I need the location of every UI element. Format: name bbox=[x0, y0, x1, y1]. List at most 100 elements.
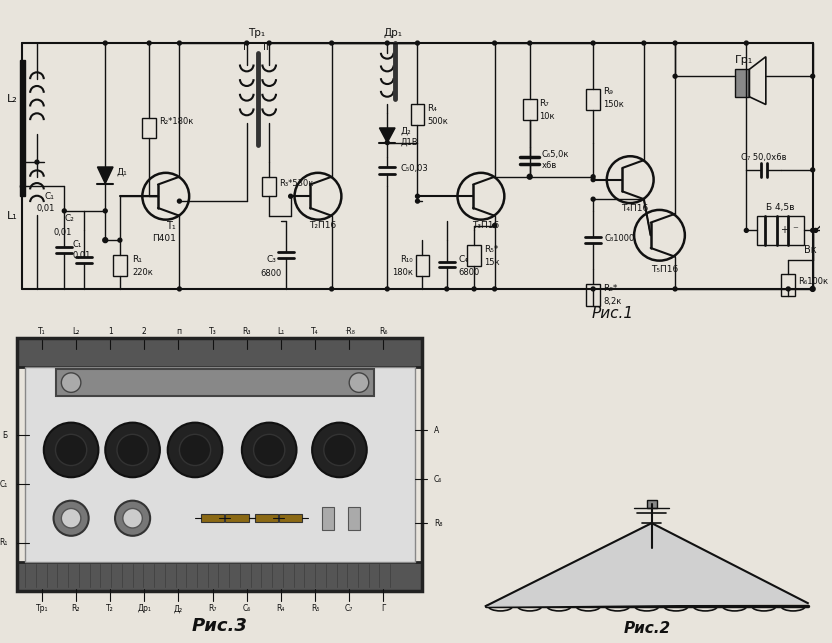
Text: 150к: 150к bbox=[603, 100, 624, 109]
Circle shape bbox=[103, 209, 107, 213]
Circle shape bbox=[118, 238, 121, 242]
Text: R₆: R₆ bbox=[379, 327, 388, 336]
Bar bbox=[411, 104, 424, 125]
Polygon shape bbox=[486, 523, 808, 606]
Text: Тр₁: Тр₁ bbox=[36, 604, 48, 613]
Circle shape bbox=[745, 41, 748, 45]
Text: ⁻: ⁻ bbox=[792, 226, 798, 235]
Text: L₂: L₂ bbox=[72, 327, 80, 336]
Circle shape bbox=[20, 185, 24, 188]
Text: C₁: C₁ bbox=[45, 192, 55, 201]
Circle shape bbox=[117, 434, 148, 466]
Circle shape bbox=[324, 434, 355, 466]
Text: Рис.2: Рис.2 bbox=[623, 621, 671, 636]
Text: C₆5,0к: C₆5,0к bbox=[542, 150, 569, 159]
Circle shape bbox=[814, 228, 818, 232]
Text: T₁: T₁ bbox=[166, 221, 176, 230]
Circle shape bbox=[56, 434, 87, 466]
Circle shape bbox=[123, 509, 142, 528]
Text: R₄: R₄ bbox=[428, 104, 437, 113]
Bar bbox=[279, 514, 302, 522]
Bar bbox=[20, 60, 25, 196]
Circle shape bbox=[673, 41, 677, 45]
Text: C₂: C₂ bbox=[64, 214, 74, 223]
Circle shape bbox=[745, 228, 748, 232]
Text: T₃: T₃ bbox=[209, 327, 216, 336]
Text: Вк: Вк bbox=[805, 245, 817, 255]
Text: R₇: R₇ bbox=[208, 604, 217, 613]
Bar bbox=[735, 69, 750, 96]
Circle shape bbox=[786, 287, 790, 291]
Text: C₇: C₇ bbox=[345, 604, 354, 613]
Text: R₂: R₂ bbox=[72, 604, 80, 613]
Circle shape bbox=[385, 287, 389, 291]
Circle shape bbox=[62, 373, 81, 392]
Bar bbox=[646, 500, 656, 507]
Text: R₈: R₈ bbox=[434, 519, 443, 528]
Circle shape bbox=[493, 287, 497, 291]
Circle shape bbox=[177, 199, 181, 203]
Circle shape bbox=[180, 434, 210, 466]
Text: Др₁: Др₁ bbox=[384, 28, 403, 39]
Circle shape bbox=[62, 509, 81, 528]
Text: Б: Б bbox=[2, 431, 7, 440]
Text: 180к: 180к bbox=[392, 268, 413, 277]
Circle shape bbox=[147, 41, 151, 45]
Text: Г: Г bbox=[381, 604, 386, 613]
Circle shape bbox=[254, 434, 285, 466]
Circle shape bbox=[493, 224, 497, 228]
Circle shape bbox=[810, 287, 815, 291]
Circle shape bbox=[242, 422, 296, 477]
Circle shape bbox=[385, 141, 389, 145]
Circle shape bbox=[472, 287, 476, 291]
Bar bbox=[25, 367, 414, 562]
Text: T₂: T₂ bbox=[106, 604, 114, 613]
Circle shape bbox=[527, 41, 532, 45]
Text: Д1В: Д1В bbox=[401, 138, 418, 147]
Circle shape bbox=[53, 501, 89, 536]
Text: T₅П16: T₅П16 bbox=[651, 265, 678, 274]
Text: A: A bbox=[434, 426, 439, 435]
Text: C₄: C₄ bbox=[458, 255, 468, 264]
Text: Д₂: Д₂ bbox=[401, 127, 412, 136]
Text: 10к: 10к bbox=[539, 112, 555, 121]
Text: п: п bbox=[176, 327, 181, 336]
Text: R₁: R₁ bbox=[0, 538, 7, 547]
Bar bbox=[415, 255, 429, 276]
Text: Б 4,5в: Б 4,5в bbox=[766, 203, 795, 212]
Text: T₃П16: T₃П16 bbox=[473, 221, 499, 230]
Text: R₁₀: R₁₀ bbox=[400, 255, 413, 264]
Text: П401: П401 bbox=[152, 233, 176, 242]
Circle shape bbox=[592, 197, 595, 201]
Circle shape bbox=[445, 287, 448, 291]
Circle shape bbox=[177, 41, 181, 45]
Bar bbox=[255, 514, 278, 522]
Bar bbox=[587, 89, 600, 111]
Text: 6800: 6800 bbox=[260, 269, 282, 278]
Text: C₃: C₃ bbox=[266, 255, 276, 264]
Text: Др₁: Др₁ bbox=[137, 604, 151, 613]
Text: +: + bbox=[780, 226, 789, 235]
Bar bbox=[622, 547, 681, 557]
Text: R₈*: R₈* bbox=[603, 284, 617, 293]
Text: L₁: L₁ bbox=[7, 211, 18, 221]
Text: C₁: C₁ bbox=[0, 480, 7, 489]
Circle shape bbox=[106, 422, 160, 477]
Bar bbox=[322, 507, 334, 530]
Bar bbox=[17, 338, 423, 592]
Bar bbox=[225, 514, 249, 522]
Text: C₁
0,01: C₁ 0,01 bbox=[72, 240, 91, 260]
Circle shape bbox=[415, 194, 419, 198]
Circle shape bbox=[592, 287, 595, 291]
Circle shape bbox=[527, 174, 532, 179]
Text: Д₁: Д₁ bbox=[117, 167, 128, 176]
Text: 15к: 15к bbox=[484, 258, 499, 267]
Bar bbox=[17, 562, 423, 592]
Circle shape bbox=[245, 41, 249, 45]
Text: T₂П16: T₂П16 bbox=[310, 221, 336, 230]
Text: ·R₈: ·R₈ bbox=[344, 327, 354, 336]
Text: Гр₁: Гр₁ bbox=[735, 55, 754, 65]
Text: T₄П16: T₄П16 bbox=[622, 204, 649, 213]
Circle shape bbox=[673, 287, 677, 291]
Polygon shape bbox=[97, 167, 113, 183]
